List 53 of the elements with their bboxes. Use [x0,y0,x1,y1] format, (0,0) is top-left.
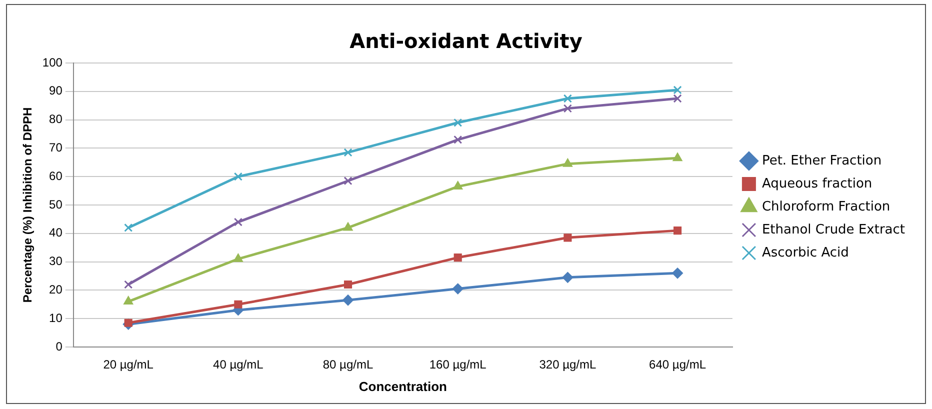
y-tick-label: 60 [49,168,63,183]
y-tick-label: 30 [49,254,63,268]
legend-label: Aqueous fraction [762,176,872,192]
x-tick-label: 320 µg/mL [539,358,596,372]
y-tick-label: 90 [49,84,63,98]
point [672,268,684,279]
legend-label: Pet. Ether Fraction [762,153,882,168]
y-tick-label: 80 [49,112,63,126]
y-tick-label: 10 [49,310,63,325]
y-axis-title: Percentage (%) Inhibition of DPPH [20,107,35,303]
point [343,222,353,231]
chart-title: Anti-oxidant Activity [350,29,582,54]
point [562,158,573,167]
y-tick-label: 100 [42,55,63,70]
point [452,283,464,294]
y-tick-label: 0 [56,339,63,354]
point [342,294,354,306]
legend-label: Chloroform Fraction [762,199,890,214]
point [344,280,352,289]
point [564,234,572,242]
legend-label: Ethanol Crude Extract [762,222,906,238]
point [344,176,352,186]
point [234,218,242,226]
point [563,104,572,113]
x-tick-label: 20 µg/mL [103,358,154,372]
point [124,280,133,289]
legend-label: Ascorbic Acid [762,245,849,260]
x-tick-label: 40 µg/mL [213,358,264,372]
point [124,296,134,305]
point [673,94,682,103]
x-tick-label: 80 µg/mL [322,358,374,372]
x-tick-label: 640 µg/mL [649,358,706,372]
point [672,152,682,162]
y-tick-label: 50 [49,197,63,212]
point [454,118,462,127]
point [124,318,132,327]
point [344,148,352,157]
point [562,272,574,283]
point [673,226,682,235]
point [673,86,682,94]
x-tick-label: 160 µg/mL [429,358,487,372]
point [454,135,462,144]
point [233,253,244,262]
x-axis-title: Concentration [358,378,448,394]
y-tick-label: 40 [49,226,63,240]
y-tick-label: 70 [49,140,63,155]
point [453,181,463,190]
point [234,300,242,308]
y-tick-label: 20 [49,282,63,297]
point [563,94,572,103]
point [454,254,462,262]
point [124,223,133,232]
point [234,172,242,181]
